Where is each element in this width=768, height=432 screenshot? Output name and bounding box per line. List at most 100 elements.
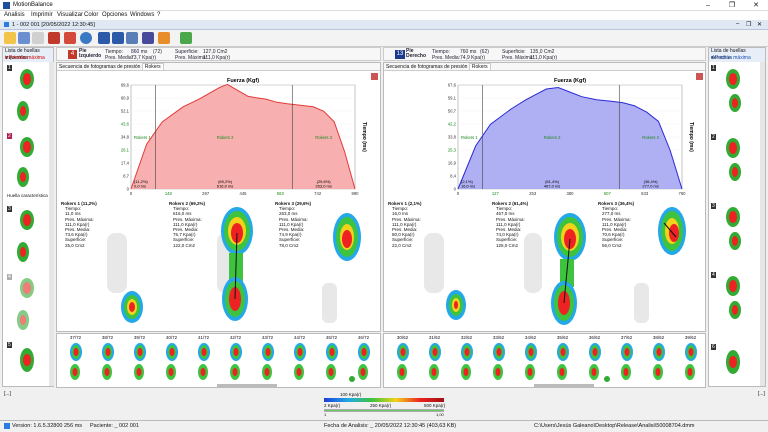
left-thumb-5[interactable]: 5 bbox=[7, 342, 41, 382]
frame-cell[interactable]: 31/62 bbox=[420, 335, 449, 383]
frame-cell[interactable]: 33/62 bbox=[484, 335, 513, 383]
rokers-pmed: Pres. Media: bbox=[392, 227, 418, 233]
frame-cell[interactable]: 35/62 bbox=[548, 335, 577, 383]
doc-close-button[interactable]: ✕ bbox=[757, 22, 763, 28]
frame-cell[interactable]: 37/72 bbox=[61, 335, 90, 383]
frame-cell[interactable]: 39/72 bbox=[125, 335, 154, 383]
range-slider[interactable] bbox=[324, 409, 444, 412]
right-thumb-5[interactable]: 6 bbox=[711, 344, 751, 386]
right-thumb-3[interactable]: 3 bbox=[711, 203, 751, 255]
left-map-rokers2 bbox=[221, 207, 253, 321]
left-thumb-1[interactable]: 1 bbox=[7, 65, 41, 127]
rokers-series-label: Rokers 1 bbox=[134, 135, 151, 140]
frame-cell[interactable]: 34/62 bbox=[516, 335, 545, 383]
rokers-series-label: Rokers 2 bbox=[544, 135, 561, 140]
doc-minimize-button[interactable]: – bbox=[736, 21, 740, 27]
menu-help[interactable]: ? bbox=[157, 12, 161, 18]
frame-label: 39/62 bbox=[684, 335, 697, 340]
right-pres-max-label: Pres. Máxima: bbox=[502, 55, 534, 61]
left-nav-dots[interactable]: [...] bbox=[4, 391, 11, 397]
book-icon[interactable] bbox=[48, 32, 60, 44]
doc-restore-button[interactable]: ❐ bbox=[746, 22, 752, 28]
minimize-button[interactable]: – bbox=[706, 2, 710, 9]
open-icon[interactable] bbox=[4, 32, 16, 44]
document-bar: 1 - 002 001 [20/05/2022 12:30:45] – ❐ ✕ bbox=[0, 20, 768, 30]
left-thumb-4[interactable]: 4 bbox=[7, 274, 41, 336]
left-pres-media-value: 73,7 Kpa(r) bbox=[131, 55, 157, 61]
right-footprint-list: Lista de huellas derechas ▾ Presión máxi… bbox=[708, 47, 766, 387]
left-foot-side: Pie Izquierdo bbox=[79, 48, 102, 59]
right-thumb-1[interactable]: 1 bbox=[711, 65, 751, 117]
render-time: 256 ms bbox=[64, 423, 83, 429]
foot-left-icon[interactable] bbox=[98, 32, 110, 44]
right-foot-side: Pie Derecho bbox=[406, 48, 427, 59]
frame-cell[interactable]: 45/72 bbox=[317, 335, 346, 383]
left-list-sort[interactable]: ▾ Presión máxima bbox=[3, 55, 53, 62]
globe-icon[interactable] bbox=[80, 32, 92, 44]
right-tab-rokers[interactable]: Rokers bbox=[468, 63, 491, 71]
patient-text: Paciente: _ 002 001 bbox=[90, 423, 139, 429]
frame-cell[interactable]: 38/62 bbox=[644, 335, 673, 383]
document-icon bbox=[4, 22, 9, 27]
y-tick-label: 42,2 bbox=[448, 122, 457, 127]
frame-cell[interactable]: 37/62 bbox=[612, 335, 641, 383]
frame-cell[interactable]: 36/62 bbox=[580, 335, 609, 383]
colorbar-top-label: 100 Kpa(r) bbox=[340, 392, 362, 397]
frame-cell[interactable]: 41/72 bbox=[189, 335, 218, 383]
frame-label: 35/62 bbox=[556, 335, 569, 340]
x-tick-label: 148 bbox=[165, 191, 173, 196]
frame-cell[interactable]: 39/62 bbox=[676, 335, 705, 383]
colorbar-mid3: 500 Kpa(r) bbox=[424, 403, 446, 408]
colorbar-mid1: 2 Kpa(r) bbox=[324, 403, 341, 408]
frame-cell[interactable]: 46/72 bbox=[349, 335, 378, 383]
left-list-scrollbar[interactable] bbox=[49, 62, 54, 386]
right-export-icon[interactable] bbox=[696, 73, 703, 80]
frame-label: 46/72 bbox=[357, 335, 370, 340]
patient-icon[interactable] bbox=[18, 32, 30, 44]
grid-icon[interactable] bbox=[142, 32, 154, 44]
frame-cell[interactable]: 42/72 bbox=[221, 335, 250, 383]
frame-cell[interactable]: 38/72 bbox=[93, 335, 122, 383]
left-rokers-2-info: Rokers 2 (69,2%) Tiempo: 616,0 ms Pres. Máx… bbox=[169, 201, 205, 248]
toolbar bbox=[0, 30, 768, 47]
right-thumb-2[interactable]: 2 bbox=[711, 134, 751, 186]
menu-color[interactable]: Color bbox=[84, 12, 99, 18]
right-nav-dots[interactable]: [...] bbox=[758, 391, 765, 397]
frame-cell[interactable]: 40/72 bbox=[157, 335, 186, 383]
print-icon[interactable] bbox=[32, 32, 44, 44]
frame-cell[interactable]: 32/62 bbox=[452, 335, 481, 383]
y-tick-label: 8,7 bbox=[123, 174, 129, 179]
menu-visualizar[interactable]: Visualizar bbox=[57, 12, 83, 18]
left-tab-rokers[interactable]: Rokers bbox=[141, 63, 164, 71]
menu-analisis[interactable]: Analisis bbox=[4, 12, 25, 18]
frame-cell[interactable]: 43/72 bbox=[253, 335, 282, 383]
close-button[interactable]: ✕ bbox=[753, 2, 759, 9]
left-map-rokers1 bbox=[121, 291, 143, 323]
x-tick-label: 742 bbox=[314, 191, 322, 196]
palette-icon[interactable] bbox=[180, 32, 192, 44]
left-thumb-3[interactable]: 3 bbox=[7, 206, 41, 268]
rokers-series-label: Rokers 3 bbox=[642, 135, 659, 140]
frame-cell[interactable]: 30/62 bbox=[388, 335, 417, 383]
right-thumb-4[interactable]: 4 bbox=[711, 272, 751, 324]
menu-opciones[interactable]: Opciones bbox=[102, 12, 128, 18]
flame-icon[interactable] bbox=[158, 32, 170, 44]
frame-pressure-map bbox=[102, 343, 114, 380]
maximize-button[interactable]: ❐ bbox=[728, 2, 736, 9]
x-tick-label: 760 bbox=[679, 191, 687, 196]
compare-icon[interactable] bbox=[126, 32, 138, 44]
left-strip-scrollbar[interactable] bbox=[217, 384, 277, 388]
right-strip-scrollbar[interactable] bbox=[534, 384, 594, 388]
force-area bbox=[131, 84, 355, 189]
frame-cell[interactable]: 44/72 bbox=[285, 335, 314, 383]
foot-right-icon[interactable] bbox=[112, 32, 124, 44]
left-thumb-2[interactable]: 2 Huella característica bbox=[7, 133, 48, 198]
left-export-icon[interactable] bbox=[371, 73, 378, 80]
right-list-scrollbar[interactable] bbox=[760, 62, 765, 386]
right-list-sort[interactable]: ▾ Presión máxima bbox=[709, 55, 765, 62]
rokers-name: Rokers 2 (61,4%) bbox=[492, 201, 529, 206]
menu-windows[interactable]: Windows bbox=[130, 12, 155, 18]
menu-imprimir[interactable]: Imprimir bbox=[31, 12, 53, 18]
report-icon[interactable] bbox=[64, 32, 76, 44]
rokers-t-val: 467,0 ms bbox=[496, 211, 515, 217]
